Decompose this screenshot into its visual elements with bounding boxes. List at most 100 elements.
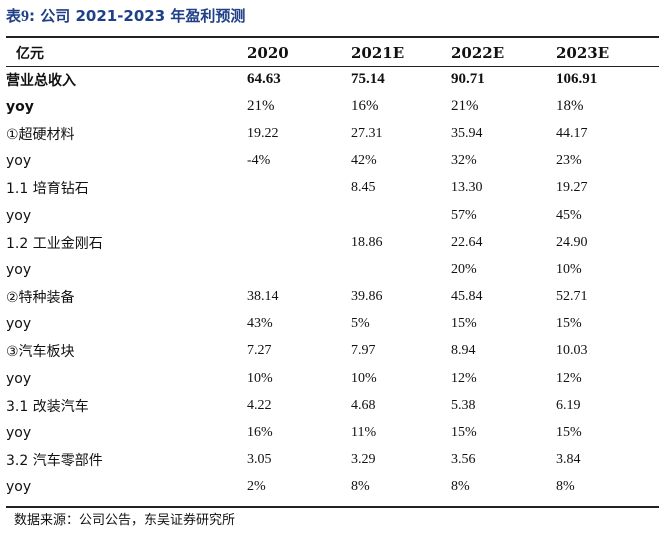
table-title: 表9: 公司 2021-2023 年盈利预测 xyxy=(6,4,245,28)
table-row: ①超硬材料 19.22 27.31 35.94 44.17 xyxy=(6,120,659,147)
row-label: ②特种装备 xyxy=(6,290,75,307)
cell-value: 5.38 xyxy=(451,397,476,413)
table-row: yoy 20% 10% xyxy=(6,256,659,283)
cell-value: 52.71 xyxy=(556,289,588,305)
cell-value: 13.30 xyxy=(451,180,483,196)
header-unit: 亿元 xyxy=(16,46,44,62)
table-row: ②特种装备 38.14 39.86 45.84 52.71 xyxy=(6,284,659,311)
cell-value xyxy=(247,256,351,283)
table-row: yoy 10% 10% 12% 12% xyxy=(6,365,659,392)
table-row: 3.1 改装汽车 4.22 4.68 5.38 6.19 xyxy=(6,392,659,419)
cell-value: 8.45 xyxy=(351,180,376,196)
cell-value: 15% xyxy=(451,316,477,332)
row-label: yoy xyxy=(6,98,34,115)
cell-value: 3.29 xyxy=(351,452,376,468)
table-row: yoy -4% 42% 32% 23% xyxy=(6,148,659,175)
row-label: yoy xyxy=(6,479,32,496)
cell-value: 8% xyxy=(351,479,370,495)
cell-value: 64.63 xyxy=(247,71,281,88)
cell-value: 44.17 xyxy=(556,125,588,141)
cell-value: 43% xyxy=(247,316,273,332)
cell-value: 45% xyxy=(556,207,582,223)
row-label: 3.2 汽车零部件 xyxy=(6,453,103,470)
cell-value: 35.94 xyxy=(451,125,483,141)
cell-value: 8.94 xyxy=(451,343,476,359)
cell-value: 2% xyxy=(247,479,266,495)
table-row: 1.2 工业金刚石 18.86 22.64 24.90 xyxy=(6,229,659,256)
cell-value: 32% xyxy=(451,153,477,169)
cell-value: 6.19 xyxy=(556,397,581,413)
cell-value: 18% xyxy=(556,98,584,115)
cell-value: 8% xyxy=(451,479,470,495)
header-2021e: 2021E xyxy=(351,44,405,62)
cell-value: 57% xyxy=(451,207,477,223)
table-row: yoy 2% 8% 8% 8% xyxy=(6,474,659,501)
row-label: 营业总收入 xyxy=(6,72,76,89)
cell-value: 19.27 xyxy=(556,180,588,196)
cell-value: 3.56 xyxy=(451,452,476,468)
cell-value: 16% xyxy=(247,425,273,441)
cell-value: 15% xyxy=(556,425,582,441)
cell-value: 4.68 xyxy=(351,397,376,413)
top-rule xyxy=(6,36,659,38)
title-prefix: 表 xyxy=(6,7,22,25)
cell-value xyxy=(247,229,351,256)
table-row: yoy 43% 5% 15% 15% xyxy=(6,311,659,338)
cell-value: 42% xyxy=(351,153,377,169)
row-label: ①超硬材料 xyxy=(6,126,75,143)
table-row: ③汽车板块 7.27 7.97 8.94 10.03 xyxy=(6,338,659,365)
row-label: ③汽车板块 xyxy=(6,344,75,361)
cell-value: 8% xyxy=(556,479,575,495)
row-label: yoy xyxy=(6,425,32,442)
cell-value: 12% xyxy=(556,370,582,386)
cell-value: 4.22 xyxy=(247,397,272,413)
cell-value: 7.97 xyxy=(351,343,376,359)
cell-value: 45.84 xyxy=(451,289,483,305)
cell-value: 106.91 xyxy=(556,71,598,88)
cell-value: 3.84 xyxy=(556,452,581,468)
cell-value: 7.27 xyxy=(247,343,272,359)
header-rule xyxy=(6,66,659,67)
cell-value: 15% xyxy=(556,316,582,332)
table-row: 3.2 汽车零部件 3.05 3.29 3.56 3.84 xyxy=(6,447,659,474)
row-label: yoy xyxy=(6,153,32,170)
forecast-table: 亿元 2020 2021E 2022E 2023E 营业总收入 64.63 75… xyxy=(6,40,659,501)
table-row: yoy 16% 11% 15% 15% xyxy=(6,419,659,446)
table-row: yoy 21% 16% 21% 18% xyxy=(6,93,659,120)
cell-value xyxy=(247,202,351,229)
bottom-rule xyxy=(6,506,659,508)
header-2022e: 2022E xyxy=(451,44,505,62)
cell-value: 24.90 xyxy=(556,234,588,250)
cell-value: 19.22 xyxy=(247,125,279,141)
cell-value: 39.86 xyxy=(351,289,383,305)
cell-value xyxy=(351,202,451,229)
cell-value xyxy=(247,175,351,202)
row-label: 1.2 工业金刚石 xyxy=(6,235,103,252)
cell-value: 16% xyxy=(351,98,379,115)
table-row: 1.1 培育钻石 8.45 13.30 19.27 xyxy=(6,175,659,202)
cell-value xyxy=(351,256,451,283)
cell-value: 23% xyxy=(556,153,582,169)
header-row: 亿元 2020 2021E 2022E 2023E xyxy=(6,40,659,66)
header-2023e: 2023E xyxy=(556,44,610,62)
cell-value: 18.86 xyxy=(351,234,383,250)
cell-value: 5% xyxy=(351,316,370,332)
table-row: 营业总收入 64.63 75.14 90.71 106.91 xyxy=(6,66,659,93)
row-label: yoy xyxy=(6,207,32,224)
cell-value: 10% xyxy=(556,261,582,277)
cell-value: 15% xyxy=(451,425,477,441)
cell-value: 21% xyxy=(247,98,275,115)
cell-value: 3.05 xyxy=(247,452,272,468)
cell-value: 27.31 xyxy=(351,125,383,141)
table-row: yoy 57% 45% xyxy=(6,202,659,229)
title-number: 9 xyxy=(21,8,30,25)
row-label: yoy xyxy=(6,370,32,387)
title-text: : 公司 2021-2023 年盈利预测 xyxy=(29,7,246,25)
row-label: yoy xyxy=(6,261,32,278)
cell-value: 38.14 xyxy=(247,289,279,305)
row-label: 3.1 改装汽车 xyxy=(6,398,89,415)
row-label: yoy xyxy=(6,316,32,333)
cell-value: 10% xyxy=(247,370,273,386)
header-2020: 2020 xyxy=(247,44,289,62)
cell-value: 10% xyxy=(351,370,377,386)
